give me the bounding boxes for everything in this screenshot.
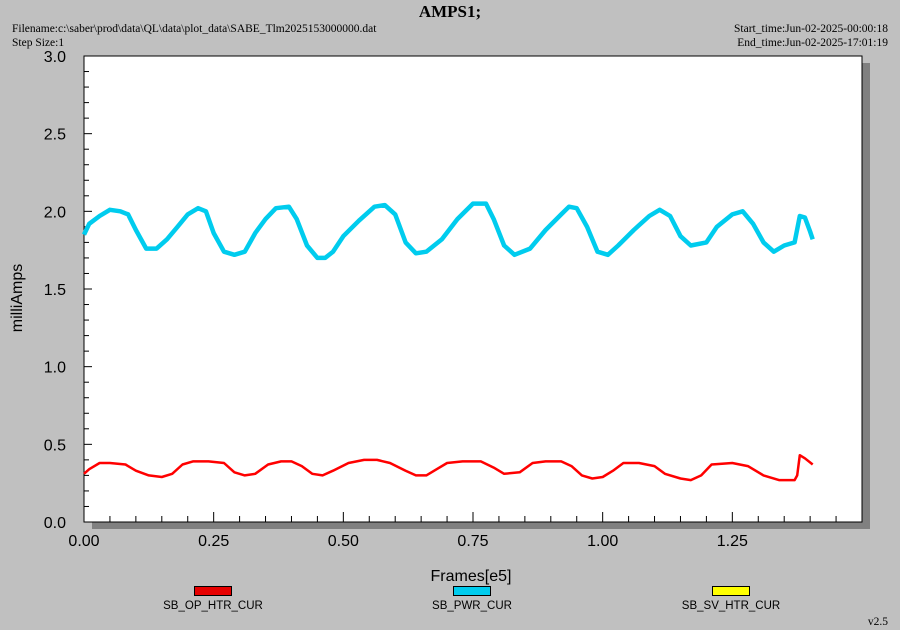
series-layer xyxy=(81,201,815,482)
step-size-label: Step Size:1 xyxy=(12,37,65,49)
axes-layer: 0.00 0.25 0.50 0.75 1.00 1.25 0.0 0.5 1.0 1.5 2.0 2… xyxy=(44,49,862,550)
series-line-sb-op-htr-cur xyxy=(83,453,814,482)
filename-label: Filename:c:\saber\prod\data\QL\data\plot… xyxy=(12,23,377,35)
x-tick-label: 0.25 xyxy=(198,533,229,550)
x-tick-label: 0.50 xyxy=(328,533,359,550)
y-tick-label: 3.0 xyxy=(44,49,66,66)
legend-label-sb-op-htr-cur: SB_OP_HTR_CUR xyxy=(163,600,263,612)
y-tick-label: 2.0 xyxy=(44,204,66,221)
legend-item-sb-op-htr-cur: SB_OP_HTR_CUR xyxy=(133,586,293,612)
legend-swatch-sb-sv-htr-cur xyxy=(712,586,750,596)
y-tick-label: 0.0 xyxy=(44,515,66,532)
start-time-label: Start_time:Jun-02-2025-00:00:18 xyxy=(734,23,888,35)
y-tick-label: 1.0 xyxy=(44,360,66,377)
version-label: v2.5 xyxy=(867,616,888,628)
legend-item-sb-pwr-cur: SB_PWR_CUR xyxy=(392,586,552,612)
end-time-label: End_time:Jun-02-2025-17:01:19 xyxy=(737,37,888,49)
x-tick-label: 1.25 xyxy=(717,533,748,550)
chart-title: AMPS1; xyxy=(418,2,482,21)
legend-swatch-sb-op-htr-cur xyxy=(194,586,232,596)
legend-label-sb-sv-htr-cur: SB_SV_HTR_CUR xyxy=(681,600,781,612)
legend-label-sb-pwr-cur: SB_PWR_CUR xyxy=(432,600,512,612)
x-tick-label: 1.00 xyxy=(587,533,618,550)
y-tick-label: 0.5 xyxy=(44,437,66,454)
y-tick-label: 1.5 xyxy=(44,282,66,299)
series-line-sb-pwr-cur xyxy=(81,201,815,261)
legend-item-sb-sv-htr-cur: SB_SV_HTR_CUR xyxy=(651,586,811,612)
plot-background xyxy=(83,55,863,523)
y-axis-label: milliAmps xyxy=(9,264,26,332)
legend-swatch-sb-pwr-cur xyxy=(453,586,491,596)
x-axis-label: Frames[e5] xyxy=(431,568,512,585)
x-tick-label: 0.75 xyxy=(457,533,488,550)
x-tick-label: 0.00 xyxy=(68,533,99,550)
y-tick-label: 2.5 xyxy=(44,127,66,144)
